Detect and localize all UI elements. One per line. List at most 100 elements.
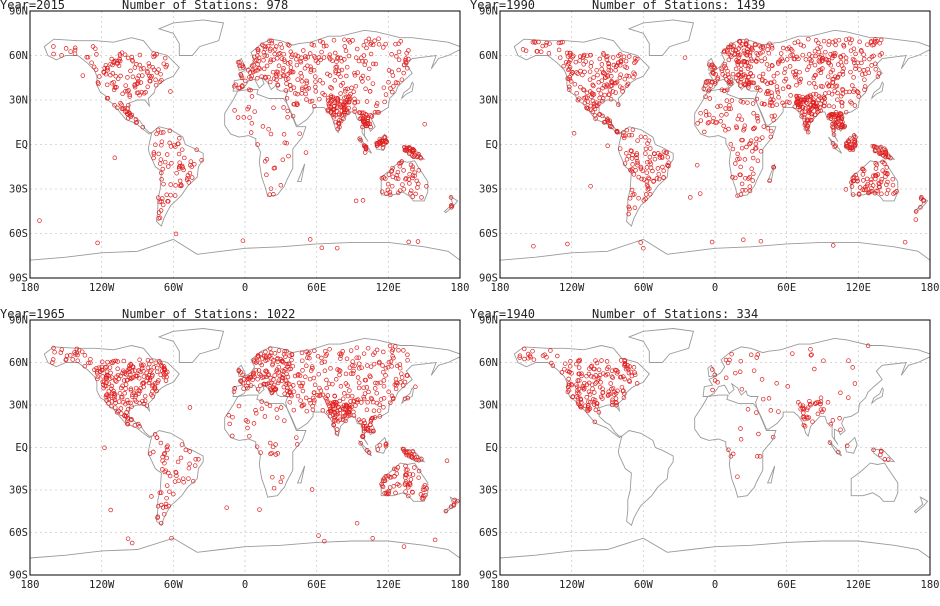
station-marker <box>755 118 761 124</box>
station-marker <box>113 358 119 364</box>
station-marker <box>830 243 836 248</box>
station-marker <box>747 175 752 180</box>
station-marker <box>194 147 199 153</box>
station-marker <box>753 42 758 48</box>
station-marker <box>261 43 266 49</box>
station-marker <box>381 383 387 389</box>
station-marker <box>629 187 635 193</box>
station-marker <box>818 83 824 89</box>
station-marker <box>743 74 748 79</box>
station-marker <box>95 376 100 382</box>
station-marker <box>807 398 812 404</box>
station-marker <box>330 107 335 112</box>
station-marker <box>629 373 635 379</box>
station-marker <box>157 199 163 205</box>
coastline-australia <box>850 462 899 502</box>
station-marker <box>333 68 338 74</box>
station-marker <box>178 163 183 169</box>
station-marker <box>307 398 312 403</box>
station-marker <box>319 245 325 251</box>
station-marker <box>850 192 856 197</box>
station-marker <box>328 94 334 100</box>
station-marker <box>344 356 350 362</box>
station-marker <box>145 69 150 74</box>
station-marker <box>582 69 587 75</box>
station-marker <box>374 390 379 396</box>
coastline-japan <box>871 387 884 404</box>
station-marker <box>390 354 395 359</box>
station-marker <box>588 64 594 69</box>
station-marker <box>764 62 770 67</box>
station-marker <box>665 154 671 160</box>
station-marker <box>128 387 134 393</box>
station-marker <box>192 162 197 167</box>
station-marker <box>635 160 640 166</box>
station-marker <box>749 80 754 85</box>
station-marker <box>838 427 843 432</box>
station-marker <box>333 119 339 125</box>
station-marker <box>709 239 715 245</box>
station-marker <box>130 394 135 399</box>
station-marker <box>818 108 824 113</box>
station-marker <box>593 116 598 121</box>
station-marker <box>164 152 170 157</box>
station-marker <box>380 145 386 150</box>
station-marker <box>567 65 573 70</box>
station-marker <box>368 364 374 369</box>
station-marker <box>754 96 760 102</box>
station-marker <box>844 443 850 449</box>
station-marker <box>290 363 296 369</box>
station-marker <box>92 367 97 373</box>
station-marker <box>804 118 810 123</box>
station-marker <box>581 87 586 92</box>
station-marker <box>130 58 136 64</box>
station-marker <box>601 70 606 75</box>
station-marker <box>199 158 204 163</box>
station-marker <box>179 147 185 152</box>
station-marker <box>726 447 731 453</box>
station-marker <box>366 389 371 395</box>
station-marker <box>408 454 414 459</box>
station-marker <box>643 151 648 156</box>
station-marker <box>160 202 166 208</box>
station-marker <box>387 475 393 480</box>
station-marker <box>569 371 574 376</box>
station-marker <box>276 378 282 383</box>
station-marker <box>581 95 587 101</box>
station-marker <box>661 168 666 174</box>
station-marker <box>271 57 276 63</box>
station-marker <box>353 83 359 89</box>
station-marker <box>300 368 305 373</box>
station-marker <box>107 365 113 370</box>
station-marker <box>764 89 770 94</box>
station-marker <box>359 110 365 115</box>
station-marker <box>175 459 181 465</box>
station-marker <box>252 109 257 114</box>
station-marker <box>793 72 799 77</box>
station-marker <box>294 102 300 108</box>
station-marker <box>143 90 148 95</box>
lat-tick-label: 90S <box>479 273 498 285</box>
station-marker <box>354 520 360 526</box>
station-marker <box>244 383 249 389</box>
station-marker <box>353 198 359 204</box>
station-marker <box>115 105 120 111</box>
station-marker <box>783 66 788 72</box>
station-marker <box>179 442 185 447</box>
station-marker <box>270 69 276 75</box>
station-marker <box>801 43 806 49</box>
station-marker <box>780 58 785 64</box>
station-marker <box>390 347 396 353</box>
station-marker <box>598 91 604 96</box>
station-marker <box>807 109 812 115</box>
station-marker <box>661 175 666 180</box>
lon-tick-label: 0 <box>712 282 718 294</box>
station-marker <box>102 383 107 389</box>
station-marker <box>379 175 385 181</box>
station-marker <box>771 164 776 170</box>
station-marker <box>815 411 821 417</box>
station-marker <box>51 44 56 49</box>
station-marker <box>599 78 605 83</box>
station-marker <box>389 52 394 57</box>
station-marker <box>183 447 189 453</box>
